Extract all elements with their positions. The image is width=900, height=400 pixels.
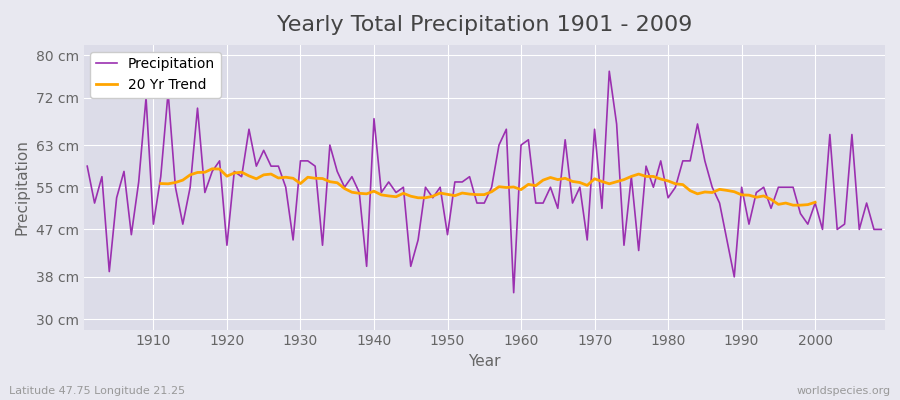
- Precipitation: [302, 158, 313, 163]
- 20 Yr Trend: [795, 203, 806, 208]
- Precipitation: [604, 69, 615, 74]
- Y-axis label: Precipitation: Precipitation: [15, 139, 30, 235]
- Precipitation: [508, 290, 519, 295]
- Precipitation: [82, 164, 93, 168]
- Precipitation: [618, 243, 629, 248]
- Legend: Precipitation, 20 Yr Trend: Precipitation, 20 Yr Trend: [91, 52, 220, 98]
- 20 Yr Trend: [156, 181, 166, 186]
- 20 Yr Trend: [207, 166, 218, 171]
- X-axis label: Year: Year: [468, 354, 500, 369]
- 20 Yr Trend: [722, 188, 733, 193]
- Text: worldspecies.org: worldspecies.org: [796, 386, 891, 396]
- Precipitation: [876, 227, 886, 232]
- 20 Yr Trend: [788, 203, 798, 208]
- Line: 20 Yr Trend: 20 Yr Trend: [161, 169, 815, 205]
- 20 Yr Trend: [251, 176, 262, 181]
- 20 Yr Trend: [810, 200, 821, 205]
- Precipitation: [140, 95, 151, 100]
- Precipitation: [516, 143, 526, 148]
- 20 Yr Trend: [361, 192, 372, 196]
- Text: Latitude 47.75 Longitude 21.25: Latitude 47.75 Longitude 21.25: [9, 386, 185, 396]
- 20 Yr Trend: [706, 190, 717, 195]
- Precipitation: [523, 137, 534, 142]
- Line: Precipitation: Precipitation: [87, 71, 881, 293]
- Precipitation: [346, 174, 357, 179]
- Title: Yearly Total Precipitation 1901 - 2009: Yearly Total Precipitation 1901 - 2009: [276, 15, 692, 35]
- 20 Yr Trend: [618, 177, 629, 182]
